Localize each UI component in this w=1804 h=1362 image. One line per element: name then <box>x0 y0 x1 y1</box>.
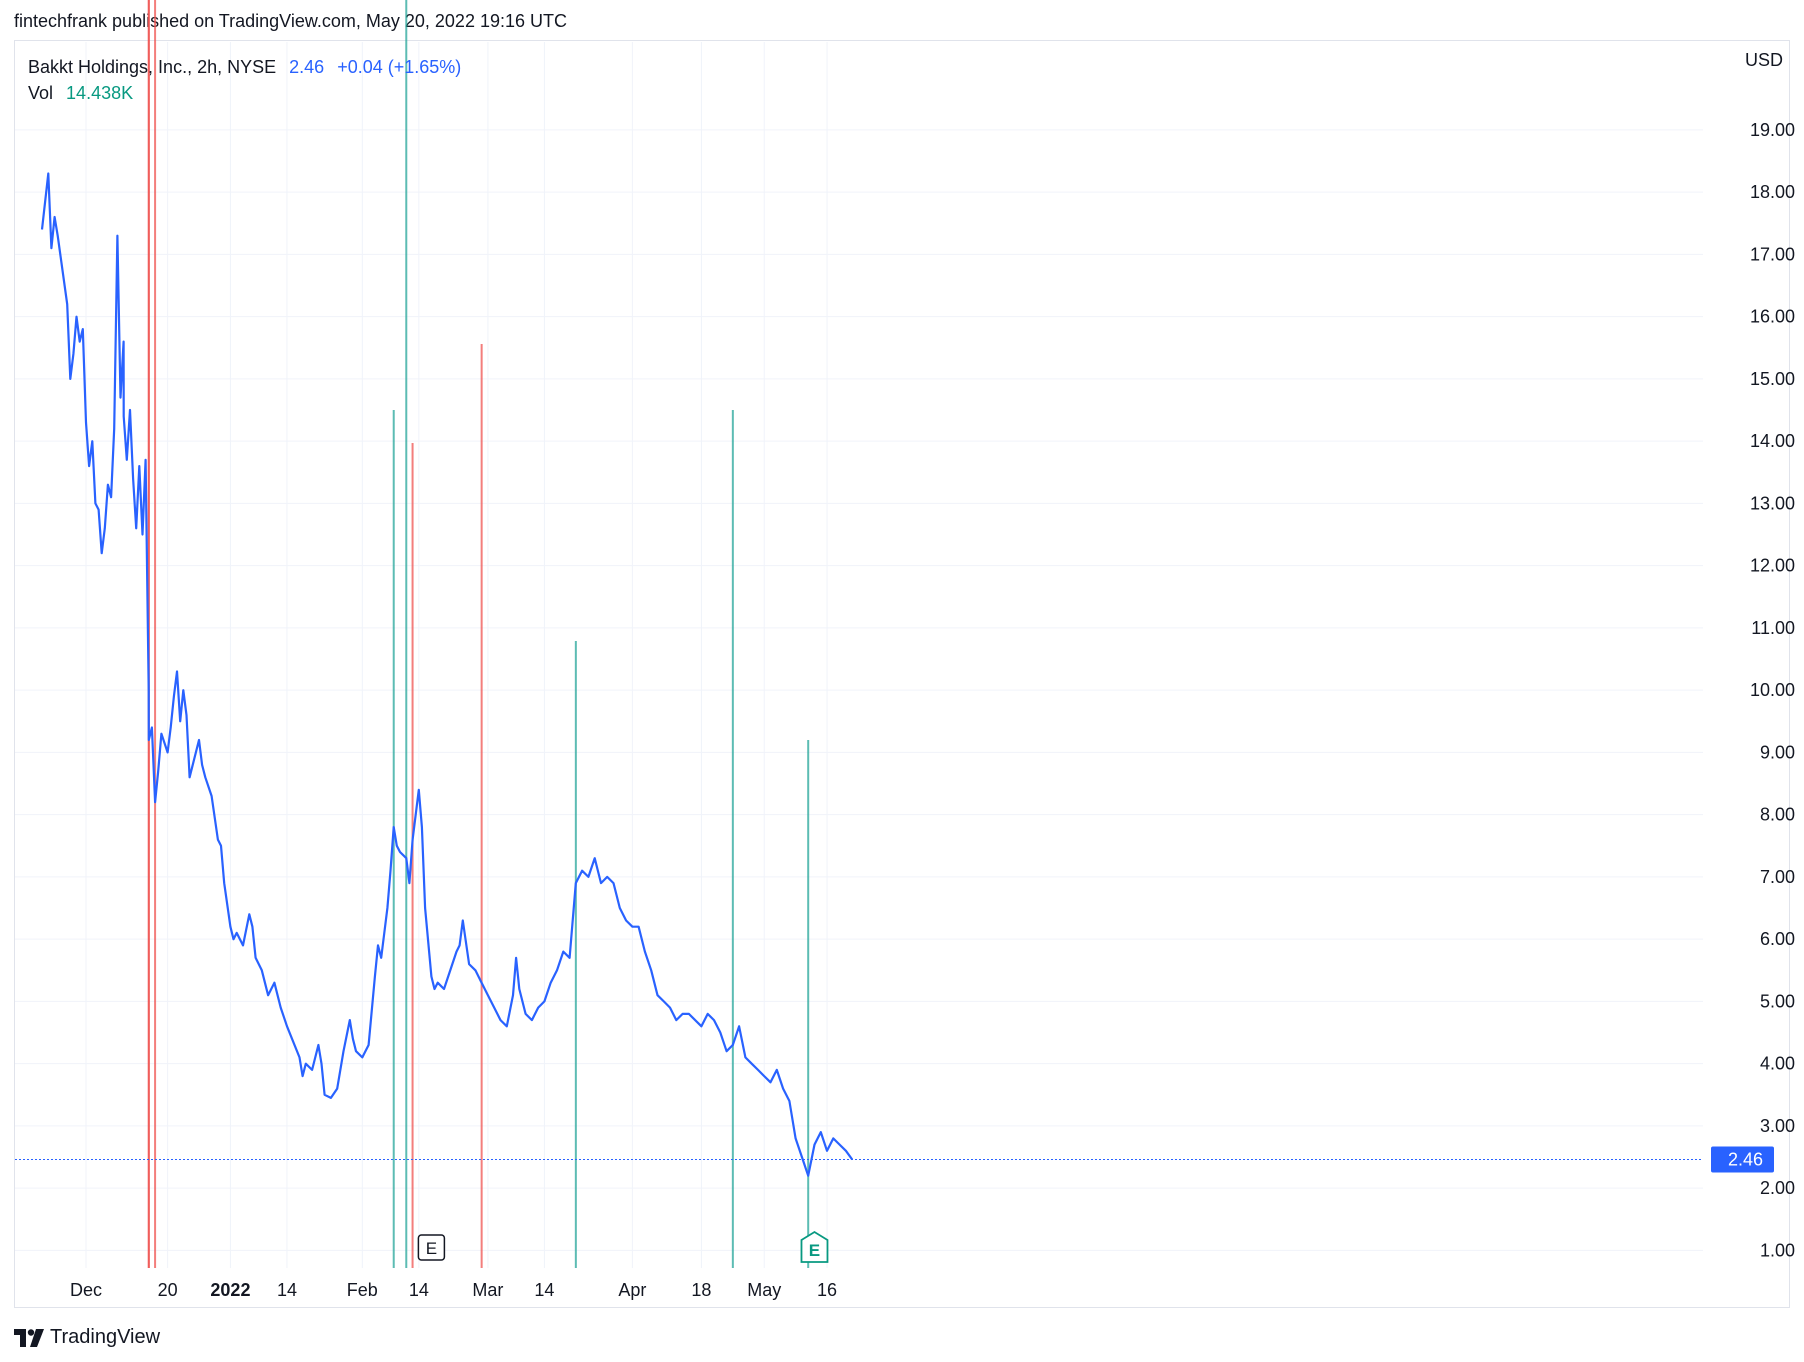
legend-last-price: 2.46 <box>289 57 325 77</box>
volume-bar <box>574 641 577 1268</box>
published-line: fintechfrank published on TradingView.co… <box>14 11 567 31</box>
y-tick-label: 5.00 <box>1760 991 1795 1011</box>
x-tick-label: 18 <box>691 1280 711 1300</box>
legend-volume-value: 14.438K <box>66 83 134 103</box>
earnings-marker-label: E <box>809 1241 820 1260</box>
y-tick-label: 11.00 <box>1751 618 1795 638</box>
x-tick-label: Feb <box>347 1280 378 1300</box>
legend-change: +0.04 (+1.65%) <box>337 57 462 77</box>
y-tick-label: 4.00 <box>1760 1054 1795 1074</box>
y-tick-label: 18.00 <box>1750 182 1795 202</box>
y-tick-label: 15.00 <box>1750 369 1795 389</box>
y-tick-label: 10.00 <box>1750 680 1795 700</box>
x-tick-label: Dec <box>70 1280 102 1300</box>
x-tick-label: 14 <box>409 1280 429 1300</box>
tradingview-logo[interactable]: TradingView <box>14 1326 160 1349</box>
volume-bars <box>147 0 810 1268</box>
y-tick-label: 17.00 <box>1750 244 1795 264</box>
volume-bar <box>405 0 408 1268</box>
volume-bar <box>411 443 414 1268</box>
volume-bar <box>480 344 483 1268</box>
y-tick-label: 14.00 <box>1750 431 1795 451</box>
y-tick-label: 16.00 <box>1750 307 1795 327</box>
time-axis: Dec 20 2022 14 Feb 14 Mar 14 Apr 18 May 16 <box>70 1280 837 1300</box>
x-tick-label: May <box>747 1280 781 1300</box>
x-tick-label: Mar <box>472 1280 503 1300</box>
y-tick-label: 7.00 <box>1760 867 1795 887</box>
x-tick-label: 2022 <box>210 1280 250 1300</box>
earnings-marker-box <box>800 1230 829 1263</box>
y-tick-label: 19.00 <box>1750 120 1795 140</box>
chart-frame <box>14 40 1790 1308</box>
earnings-marker[interactable]: E <box>800 1230 829 1263</box>
price-line <box>40 172 854 1177</box>
earnings-marker-box <box>417 1234 446 1261</box>
earnings-marker[interactable]: E <box>417 1234 446 1261</box>
currency-label: USD <box>1745 50 1783 70</box>
x-tick-label: 14 <box>277 1280 297 1300</box>
price-axis: USD 1.00 2.00 3.00 4.00 5.00 6.00 7.00 8.00 9.00 1… <box>1745 50 1795 1260</box>
y-tick-label: 1.00 <box>1760 1240 1795 1260</box>
y-tick-label: 9.00 <box>1760 742 1795 762</box>
tradingview-logo-icon <box>14 1328 44 1347</box>
y-tick-label: 3.00 <box>1760 1116 1795 1136</box>
volume-bar <box>731 410 734 1268</box>
legend-symbol[interactable]: Bakkt Holdings, Inc., 2h, NYSE <box>28 57 277 77</box>
tradingview-logo-text: TradingView <box>50 1326 161 1348</box>
y-tick-label: 6.00 <box>1760 929 1795 949</box>
y-tick-label: 2.00 <box>1760 1178 1795 1198</box>
last-price-label: 2.46 <box>1711 1146 1774 1173</box>
earnings-marker-label: E <box>426 1239 437 1258</box>
y-tick-label: 12.00 <box>1750 556 1795 576</box>
grid <box>15 42 1703 1268</box>
volume-bar <box>807 740 810 1268</box>
y-tick-label: 8.00 <box>1760 805 1795 825</box>
x-tick-label: Apr <box>618 1280 646 1300</box>
legend: Bakkt Holdings, Inc., 2h, NYSE 2.46 +0.0… <box>28 54 461 106</box>
x-tick-label: 20 <box>158 1280 178 1300</box>
last-price-badge <box>1711 1146 1774 1173</box>
x-tick-label: 16 <box>817 1280 837 1300</box>
y-tick-label: 13.00 <box>1750 493 1795 513</box>
x-tick-label: 14 <box>534 1280 554 1300</box>
legend-volume-label[interactable]: Vol <box>28 83 54 103</box>
volume-bar <box>154 0 157 1268</box>
last-price-text: 2.46 <box>1728 1150 1763 1170</box>
